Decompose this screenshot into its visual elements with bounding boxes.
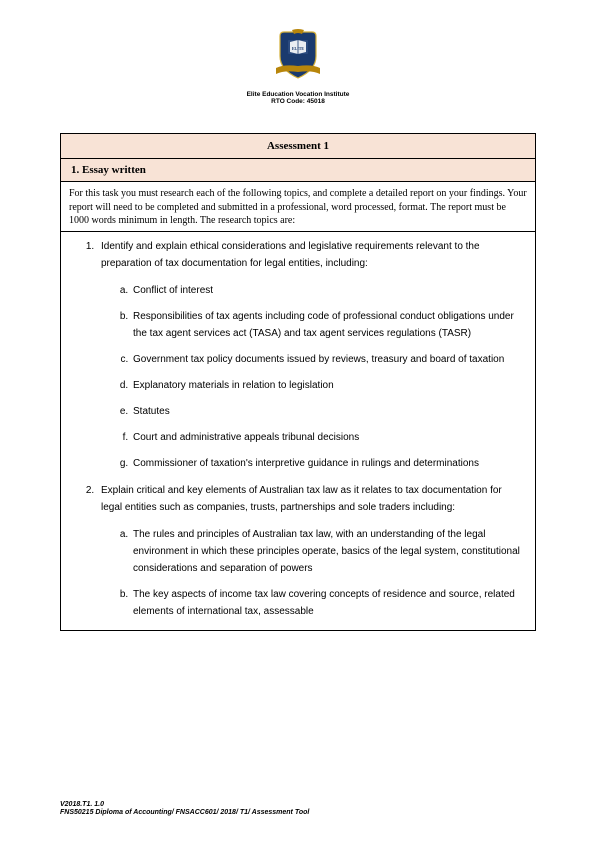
sub-question-list: The rules and principles of Australian t… xyxy=(101,526,523,620)
question-text: Explain critical and key elements of Aus… xyxy=(101,485,502,513)
question-item: Identify and explain ethical considerati… xyxy=(97,238,523,472)
page-footer: V2018.T1. 1.0 FNS50215 Diploma of Accoun… xyxy=(60,801,309,819)
sub-item: The rules and principles of Australian t… xyxy=(131,526,523,577)
sub-item: The key aspects of income tax law coveri… xyxy=(131,586,523,620)
sub-item: Explanatory materials in relation to leg… xyxy=(131,377,523,394)
assessment-title: Assessment 1 xyxy=(61,134,536,159)
sub-item: Conflict of interest xyxy=(131,282,523,299)
svg-text:ELITE: ELITE xyxy=(292,46,305,51)
assessment-table: Assessment 1 1. Essay written For this t… xyxy=(60,133,536,631)
institute-logo: ELITE xyxy=(60,28,536,89)
footer-version: V2018.T1. 1.0 xyxy=(60,801,309,810)
sub-question-list: Conflict of interest Responsibilities of… xyxy=(101,282,523,472)
shield-logo-icon: ELITE xyxy=(274,28,322,84)
question-list: Identify and explain ethical considerati… xyxy=(73,238,523,620)
institute-name: Elite Education Vocation Institute xyxy=(60,91,536,98)
sub-item: Government tax policy documents issued b… xyxy=(131,351,523,368)
sub-item: Responsibilities of tax agents including… xyxy=(131,308,523,342)
sub-item: Statutes xyxy=(131,403,523,420)
question-text: Identify and explain ethical considerati… xyxy=(101,241,480,269)
section-heading: 1. Essay written xyxy=(61,159,536,182)
intro-text: For this task you must research each of … xyxy=(61,182,536,232)
footer-course: FNS50215 Diploma of Accounting/ FNSACC60… xyxy=(60,809,309,818)
sub-item: Court and administrative appeals tribuna… xyxy=(131,429,523,446)
content-body: Identify and explain ethical considerati… xyxy=(61,231,536,630)
question-item: Explain critical and key elements of Aus… xyxy=(97,482,523,620)
sub-item: Commissioner of taxation's interpretive … xyxy=(131,455,523,472)
rto-code: RTO Code: 45018 xyxy=(60,98,536,105)
